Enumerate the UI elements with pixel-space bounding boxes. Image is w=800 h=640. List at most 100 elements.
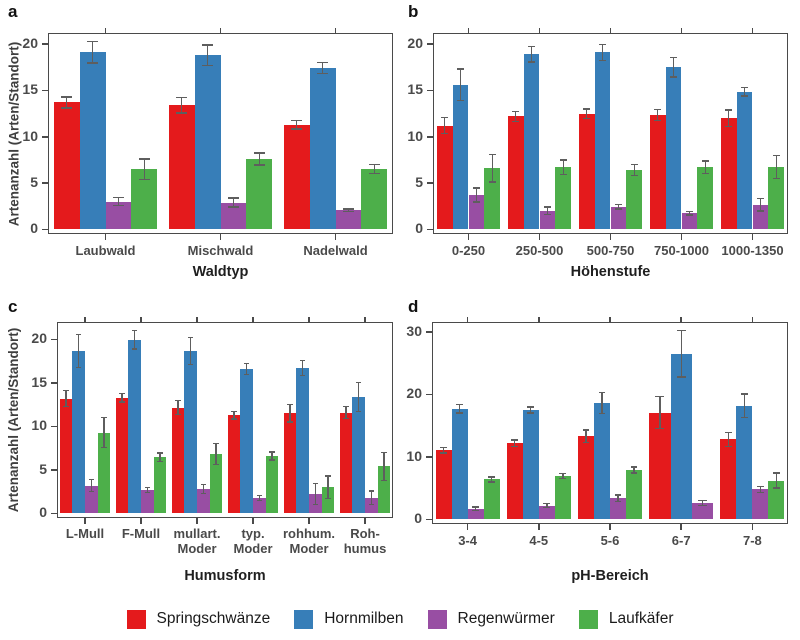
x-tick-mark-bottom xyxy=(140,518,142,524)
error-bar-cap-bottom xyxy=(599,59,606,62)
error-bar-cap-bottom xyxy=(630,472,638,474)
error-bar-cap-top xyxy=(138,158,150,160)
error-bar-line xyxy=(370,490,372,505)
x-tick-label: 0-250 xyxy=(451,243,486,258)
error-bar-cap-top xyxy=(356,381,362,384)
error-bar-line xyxy=(474,506,477,511)
error-bar-line xyxy=(656,109,659,121)
error-bar-line xyxy=(442,447,445,453)
legend-item-springschwaenze: Springschwänze xyxy=(126,609,270,629)
bar-hornmilben xyxy=(240,369,253,514)
bar-hornmilben xyxy=(296,368,309,514)
error-bar-cap-bottom xyxy=(113,205,124,207)
panel-label-b: b xyxy=(408,2,419,21)
bar-regenwuermer xyxy=(752,204,769,230)
error-bar-cap-top xyxy=(757,485,764,487)
bar-laufkaefer xyxy=(321,487,335,514)
error-bar-cap-bottom xyxy=(456,412,463,414)
bar-hornmilben xyxy=(452,84,469,230)
x-tick-mark-top xyxy=(334,28,337,33)
error-bar-line xyxy=(546,503,548,508)
x-tick-mark-top xyxy=(751,28,754,33)
bar-hornmilben xyxy=(184,350,197,514)
x-tick-mark-top xyxy=(751,317,754,322)
x-tick-label: F-Mull xyxy=(121,526,161,541)
error-bar-cap-top xyxy=(631,163,638,166)
error-bar-cap-top xyxy=(527,406,535,408)
error-bar-cap-bottom xyxy=(76,366,82,369)
error-bar-cap-top xyxy=(188,336,194,338)
error-bar-cap-bottom xyxy=(256,499,262,502)
error-bar-line xyxy=(759,198,762,211)
error-bar-cap-bottom xyxy=(381,479,387,482)
error-bar-cap-top xyxy=(544,206,551,208)
bar-hornmilben xyxy=(451,408,468,520)
x-tick-mark-top xyxy=(364,317,366,322)
error-bar-line xyxy=(491,154,494,183)
error-bar-line xyxy=(601,392,603,414)
error-bar-cap-bottom xyxy=(702,173,709,175)
error-bar-line xyxy=(458,404,461,414)
error-bar-cap-top xyxy=(287,403,293,406)
y-tick-mark xyxy=(42,89,48,92)
error-bar-cap-top xyxy=(368,163,380,166)
error-bar-cap-bottom xyxy=(157,461,163,463)
error-bar-cap-bottom xyxy=(291,128,303,130)
error-bar-line xyxy=(233,411,235,420)
error-bar-line xyxy=(271,452,273,460)
y-tick-mark xyxy=(51,338,57,341)
error-bar-cap-top xyxy=(291,119,303,122)
bar-hornmilben xyxy=(79,52,106,230)
error-bar-cap-bottom xyxy=(300,374,306,377)
x-tick-mark-bottom xyxy=(751,524,754,530)
error-bar-line xyxy=(514,111,517,122)
x-tick-mark-bottom xyxy=(196,518,198,524)
error-bar-line xyxy=(78,334,80,368)
panel-label-a: a xyxy=(8,2,18,21)
legend-swatch-springschwaenze xyxy=(126,609,146,629)
error-bar-line xyxy=(383,452,385,481)
y-tick-mark xyxy=(426,393,432,396)
error-bar-cap-top xyxy=(368,490,374,492)
y-tick-label: 20 xyxy=(406,385,422,402)
error-bar-cap-bottom xyxy=(686,214,693,216)
error-bar-cap-top xyxy=(101,416,107,418)
error-bar-cap-top xyxy=(488,476,495,478)
bar-hornmilben xyxy=(72,351,85,514)
error-bar-line xyxy=(727,432,730,447)
error-bar-cap-top xyxy=(88,478,94,481)
bar-hornmilben xyxy=(352,396,365,514)
error-bar-line xyxy=(475,188,478,203)
error-bar-cap-top xyxy=(473,187,480,189)
x-tick-mark-bottom xyxy=(538,524,540,530)
x-tick-mark-top xyxy=(104,28,107,33)
plot-box xyxy=(48,33,393,234)
x-tick-label: L-Mull xyxy=(65,526,105,541)
x-axis-title: Höhenstufe xyxy=(570,264,651,280)
error-bar-cap-bottom xyxy=(725,125,732,128)
x-axis-title: pH-Bereich xyxy=(571,568,649,584)
x-tick-mark-bottom xyxy=(252,518,254,524)
error-bar-cap-bottom xyxy=(676,376,686,378)
error-bar-cap-bottom xyxy=(356,410,362,412)
panel-c: c 0 5 10 15 20 L-Mull F-Mull mullart. Moder typ.… xyxy=(0,295,400,598)
error-bar-cap-top xyxy=(343,405,349,408)
error-bar-cap-bottom xyxy=(253,164,265,166)
bar-springschwaenze xyxy=(507,116,524,230)
error-bar-line xyxy=(659,396,661,429)
error-bar-cap-top xyxy=(528,45,535,48)
error-bar-cap-top xyxy=(76,333,82,336)
error-bar-cap-top xyxy=(615,203,622,206)
bar-springschwaenze xyxy=(649,114,666,230)
error-bar-cap-bottom xyxy=(63,405,69,408)
bar-regenwuermer xyxy=(365,497,378,514)
error-bar-cap-top xyxy=(512,110,519,112)
bar-laufkaefer xyxy=(265,456,279,514)
x-tick-mark-bottom xyxy=(308,518,310,524)
bar-laufkaefer xyxy=(626,170,643,230)
y-tick-label: 20 xyxy=(22,35,38,52)
y-tick-mark xyxy=(42,135,48,138)
bar-laufkaefer xyxy=(697,167,714,230)
error-bar-cap-bottom xyxy=(244,373,250,375)
legend-item-regenwuermer: Regenwürmer xyxy=(427,609,555,629)
